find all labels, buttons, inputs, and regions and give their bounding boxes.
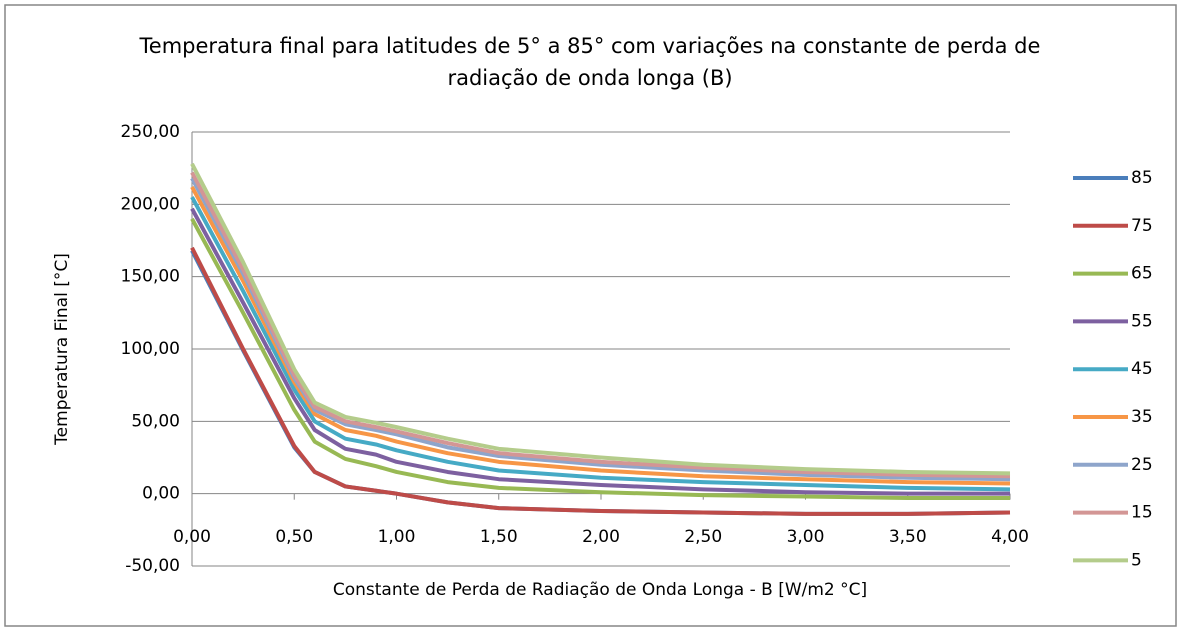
x-tick-label: 2,00 [582,527,620,547]
legend-label: 35 [1131,407,1153,427]
y-tick-label: 50,00 [131,411,180,431]
series-line [190,217,1010,501]
x-axis-title: Constante de Perda de Radiação de Onda L… [333,580,867,600]
x-tick-label: 1,50 [480,527,518,547]
y-tick-label: 100,00 [121,339,180,359]
x-tick-label: 2,50 [684,527,722,547]
chart-frame [4,4,1177,627]
series-line [190,196,1011,492]
legend-label: 75 [1131,216,1153,236]
legend-label: 15 [1131,503,1153,523]
x-tick-label: 3,50 [889,527,927,547]
series-line [190,171,1011,479]
y-tick-label: 200,00 [121,194,180,214]
series-line [190,246,1011,516]
y-tick-label: 250,00 [121,122,180,142]
y-axis-title: Temperatura Final [°C] [52,253,72,446]
legend-label: 5 [1131,550,1142,570]
legend-label: 65 [1131,264,1153,284]
legend-label: 25 [1131,455,1153,475]
y-tick-label: -50,00 [125,556,180,576]
legend-label: 85 [1131,168,1153,188]
x-tick-label: 0,50 [275,527,313,547]
legend-label: 45 [1131,359,1153,379]
x-tick-label: 1,00 [378,527,416,547]
legend-label: 55 [1131,311,1153,331]
x-tick-label: 0,00 [173,527,211,547]
x-tick-label: 3,00 [787,527,825,547]
series-line [190,186,1011,486]
y-tick-label: 150,00 [121,267,180,287]
x-tick-label: 4,00 [991,527,1029,547]
series-line [190,162,1011,476]
chart-title: Temperatura final para latitudes de 5° a… [139,34,1041,90]
y-tick-label: 0,00 [142,484,180,504]
series-line [190,207,1010,496]
